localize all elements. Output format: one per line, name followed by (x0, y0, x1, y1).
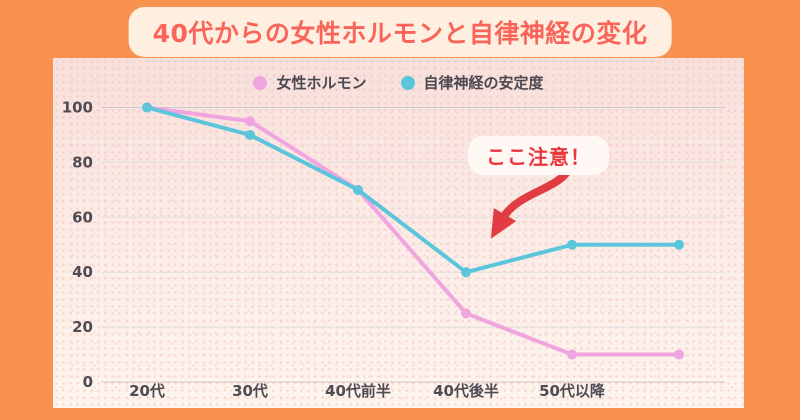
legend-item-hormone: 女性ホルモン (253, 72, 367, 93)
y-axis-tick-label: 20 (72, 318, 93, 336)
data-point (567, 239, 577, 250)
chart-panel: 女性ホルモン 自律神経の安定度 0 20 40 60 80 100 20代 30代 40代前半 4… (53, 58, 744, 408)
legend-item-autonomic: 自律神経の安定度 (400, 72, 544, 93)
data-point (142, 102, 152, 113)
attention-callout: ここ注意！ (468, 136, 609, 175)
data-point (674, 349, 684, 360)
legend-swatch-hormone-icon (253, 75, 268, 90)
y-axis-tick-label: 40 (72, 263, 93, 281)
data-point (245, 116, 255, 127)
x-axis-category-label: 50代以降 (539, 382, 606, 400)
legend-label-autonomic: 自律神経の安定度 (423, 74, 544, 92)
attention-arrow-icon (490, 168, 571, 239)
chart-legend: 女性ホルモン 自律神経の安定度 (53, 72, 744, 93)
x-axis-category-label: 40代後半 (433, 382, 499, 400)
legend-label-hormone: 女性ホルモン (276, 74, 367, 92)
x-axis-category-label: 40代前半 (325, 382, 391, 400)
x-axis-category-label: 30代 (232, 382, 268, 400)
page-title: 40代からの女性ホルモンと自律神経の変化 (128, 7, 672, 57)
y-axis-tick-label: 100 (62, 99, 93, 117)
y-axis-tick-label: 0 (83, 373, 93, 391)
attention-arrow-shaft (490, 168, 571, 239)
grid-layer: 0 20 40 60 80 100 20代 30代 40代前半 40代後半 50代以降 (62, 99, 725, 400)
data-point (567, 349, 577, 360)
x-axis-category-label: 20代 (129, 382, 165, 400)
series-line (145, 105, 681, 357)
series-layer (142, 102, 684, 360)
data-point (461, 308, 471, 319)
y-axis-tick-label: 80 (72, 153, 93, 171)
legend-swatch-autonomic-icon (400, 75, 415, 90)
line-chart: 0 20 40 60 80 100 20代 30代 40代前半 40代後半 50代以降 (62, 99, 725, 400)
data-point (245, 129, 255, 140)
series-line (145, 105, 681, 275)
data-point (674, 239, 684, 250)
data-point (461, 267, 471, 278)
y-axis-tick-label: 60 (72, 208, 93, 226)
data-point (353, 184, 363, 195)
